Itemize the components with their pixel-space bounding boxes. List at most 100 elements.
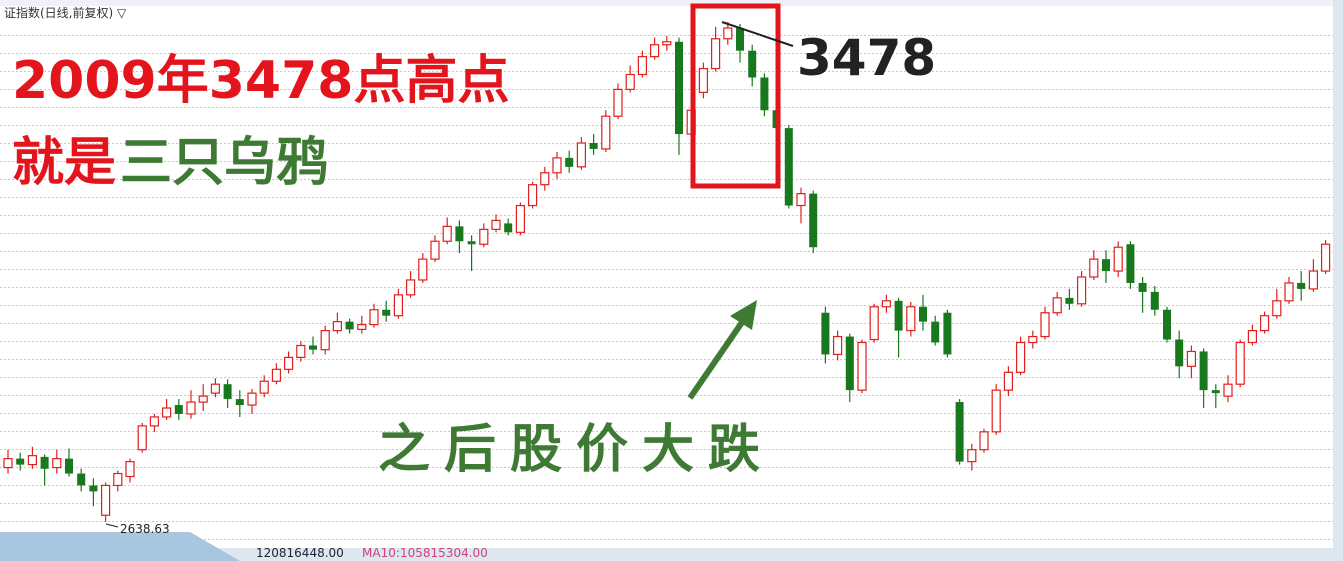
low-label: 2638.63 bbox=[120, 522, 170, 536]
candle-body bbox=[430, 240, 440, 260]
candle-body bbox=[1015, 341, 1026, 373]
candle-body bbox=[309, 345, 317, 350]
candle-body bbox=[552, 157, 562, 174]
candle-body bbox=[1052, 297, 1062, 314]
candle-body bbox=[1028, 335, 1038, 344]
candle-body bbox=[1320, 243, 1331, 272]
candle-body bbox=[613, 88, 623, 117]
annotation: 三只乌鸦 bbox=[120, 133, 328, 193]
candle-body bbox=[1223, 383, 1233, 397]
candle-body bbox=[382, 309, 391, 316]
candle-body bbox=[979, 431, 989, 451]
candle-body bbox=[137, 425, 147, 451]
candle-body bbox=[869, 306, 879, 341]
candle-body bbox=[52, 458, 62, 469]
candle-body bbox=[565, 157, 574, 167]
candle-body bbox=[881, 300, 892, 308]
candle-body bbox=[662, 41, 672, 46]
pointer bbox=[721, 21, 794, 47]
toolbar bbox=[0, 0, 1333, 6]
ma10-name: MA10: bbox=[362, 546, 400, 560]
arrow-head bbox=[730, 300, 757, 330]
candle-body bbox=[955, 402, 964, 462]
candle-body bbox=[186, 401, 196, 415]
candle-body bbox=[198, 395, 208, 403]
candle-body bbox=[406, 279, 416, 296]
candle-body bbox=[320, 330, 330, 351]
candle-body bbox=[576, 142, 587, 168]
candle-body bbox=[1186, 350, 1197, 367]
annotation: 就是 bbox=[12, 133, 116, 193]
candle-body bbox=[527, 184, 538, 207]
candle-body bbox=[1247, 330, 1258, 344]
annotation: 之后股价大跌 bbox=[378, 420, 774, 480]
candle-body bbox=[821, 312, 830, 355]
candle-body bbox=[625, 73, 635, 90]
candle-body bbox=[675, 41, 683, 135]
candle-body bbox=[271, 368, 281, 382]
candle-body bbox=[16, 458, 25, 465]
candle-body bbox=[1040, 312, 1050, 338]
candle-body bbox=[845, 336, 854, 391]
candle-body bbox=[442, 225, 452, 242]
candle-body bbox=[857, 341, 867, 391]
candle-body bbox=[223, 384, 232, 400]
candle-body bbox=[832, 335, 843, 356]
low-leader bbox=[105, 523, 119, 528]
candle-body bbox=[332, 321, 342, 332]
candle-body bbox=[919, 306, 927, 322]
candle-body bbox=[65, 458, 73, 474]
candle-body bbox=[1150, 291, 1159, 310]
candle-body bbox=[649, 44, 660, 58]
candle-body bbox=[77, 473, 86, 486]
candle-body bbox=[3, 458, 13, 469]
candle-body bbox=[784, 128, 793, 206]
candle-body bbox=[931, 321, 940, 343]
candle-body bbox=[1003, 371, 1014, 391]
candle-body bbox=[637, 56, 648, 76]
candle-body bbox=[1235, 341, 1245, 385]
candle-body bbox=[27, 455, 37, 466]
highlight-box bbox=[690, 3, 781, 189]
candle-body bbox=[1308, 270, 1319, 290]
candle-body bbox=[760, 77, 769, 111]
candle-body bbox=[162, 407, 172, 418]
candle-body bbox=[284, 356, 294, 370]
peak-label: 3478 bbox=[797, 29, 936, 87]
arrow bbox=[687, 316, 748, 400]
candle-body bbox=[100, 484, 111, 516]
candle-body bbox=[296, 344, 306, 359]
volume: 120816448.00 bbox=[256, 546, 344, 560]
candle-body bbox=[40, 456, 49, 469]
candle-body bbox=[247, 392, 257, 406]
candle-body bbox=[1175, 339, 1184, 367]
candle-body bbox=[1163, 309, 1171, 340]
candle-body bbox=[357, 324, 367, 331]
candle-body bbox=[1113, 246, 1123, 272]
candle-body bbox=[113, 472, 123, 487]
candle-body bbox=[736, 28, 744, 51]
candle-body bbox=[1102, 259, 1110, 272]
candle-body bbox=[748, 50, 757, 78]
candle-body bbox=[369, 309, 379, 326]
candle-body bbox=[467, 241, 476, 245]
candle-body bbox=[1297, 282, 1306, 289]
candle-body bbox=[1259, 315, 1270, 332]
candle-body bbox=[89, 485, 98, 492]
candle-body bbox=[455, 226, 464, 242]
candle-body bbox=[589, 143, 598, 149]
candle-body bbox=[149, 416, 159, 427]
candle-body bbox=[1199, 351, 1208, 391]
candle-body bbox=[698, 67, 709, 93]
candle-body bbox=[540, 172, 550, 186]
candle-body bbox=[710, 38, 721, 70]
grid bbox=[0, 20, 1333, 540]
ma10: 105815304.00 bbox=[400, 546, 488, 560]
candle-body bbox=[1284, 282, 1294, 302]
candle-body bbox=[210, 383, 220, 394]
candle-body bbox=[723, 27, 733, 40]
candle-body bbox=[1126, 244, 1135, 283]
candle-body bbox=[491, 219, 501, 230]
candle-body bbox=[1076, 276, 1087, 305]
candle-body bbox=[1211, 390, 1220, 394]
